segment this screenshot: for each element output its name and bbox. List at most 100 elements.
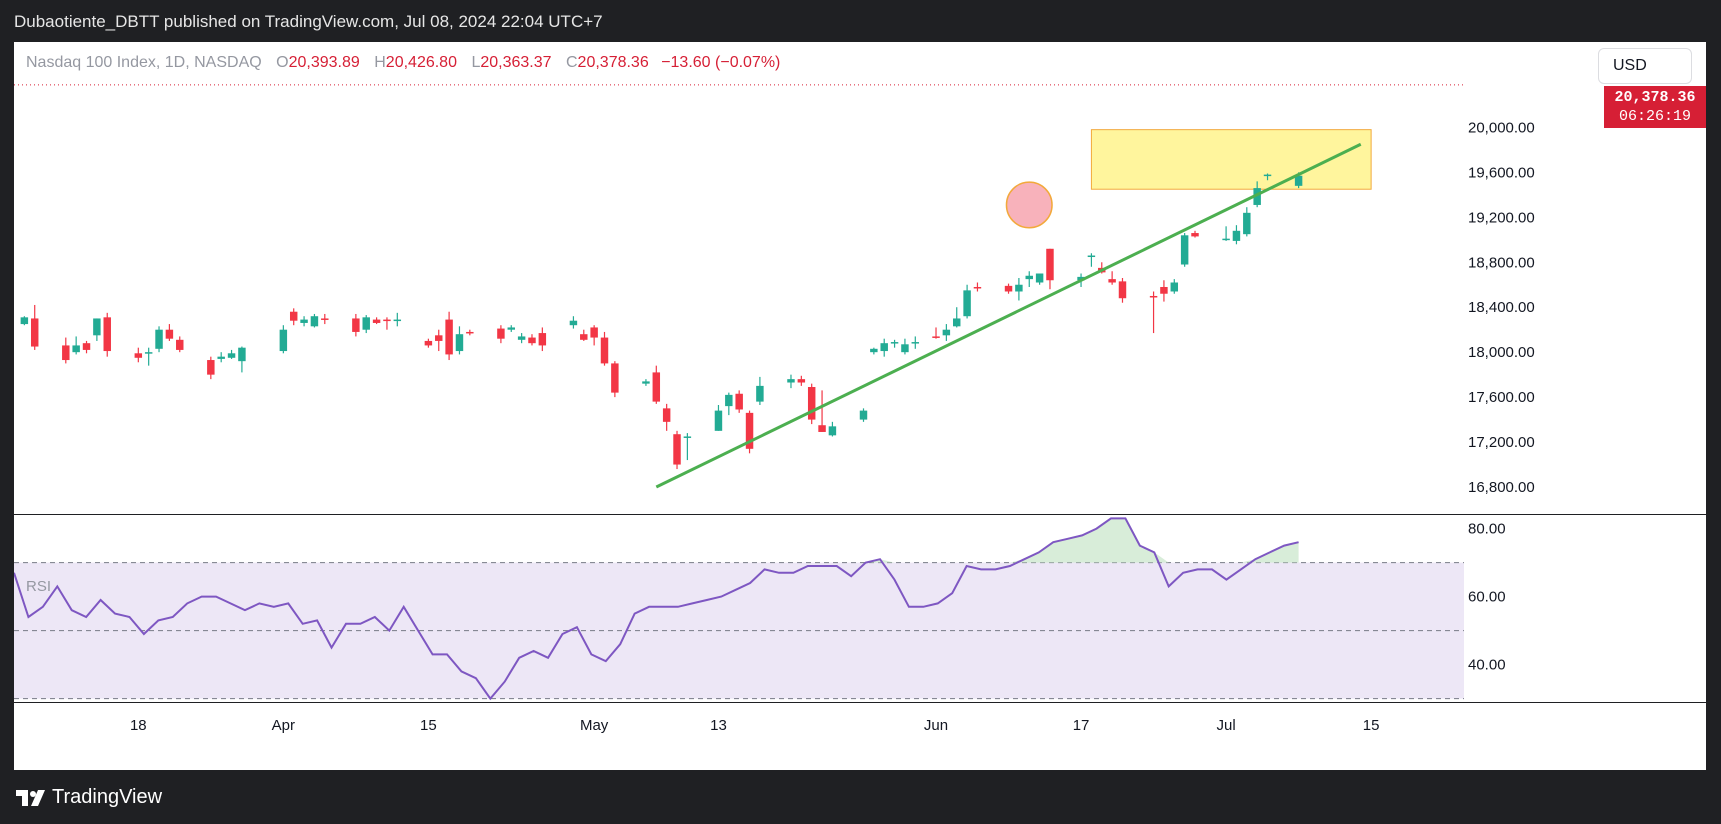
candle-body (932, 336, 940, 338)
time-axis-label: Jul (1216, 717, 1235, 734)
candle-body (890, 342, 899, 344)
candle-body (859, 410, 868, 420)
low-value: 20,363.37 (480, 54, 552, 71)
candle-body (227, 353, 236, 358)
candle-body (30, 318, 39, 347)
candle-body (756, 385, 764, 402)
candlestick-chart-svg[interactable]: 20,000.00 19,600.00 19,200.00 18,800.00 18,4… (14, 42, 1706, 770)
candle-body (352, 318, 360, 332)
close-value: 20,378.36 (577, 54, 649, 71)
rsi-overbought-fill (14, 518, 1299, 563)
candle-body (1015, 284, 1023, 292)
candle-body (372, 319, 381, 323)
price-axis-label: 19,200.00 (1468, 209, 1535, 226)
candle-body (507, 327, 515, 330)
candle-body (1118, 281, 1127, 299)
price-axis-label: 17,600.00 (1468, 389, 1535, 406)
consolidation-box (1090, 129, 1372, 190)
candle-body (580, 334, 588, 340)
candle-body (238, 347, 246, 362)
open-label: O (276, 54, 289, 71)
candle-body (745, 412, 754, 449)
candle-body (787, 379, 795, 383)
price-axis-label: 20,000.00 (1468, 119, 1535, 136)
candle-body (1046, 248, 1054, 281)
candle-body (1025, 275, 1033, 280)
candle-body (652, 372, 661, 402)
brand-name: TradingView (52, 786, 163, 808)
last-price-value: 20,378.36 (1614, 89, 1696, 106)
candle-body (1180, 235, 1189, 265)
candle-body (1160, 286, 1168, 294)
time-axis-label: May (580, 717, 609, 734)
candle-body (82, 343, 91, 350)
candle-body (1253, 188, 1261, 205)
candle-body (289, 311, 298, 321)
candle-body (310, 316, 319, 327)
candle-body (828, 426, 837, 436)
tradingview-brand[interactable]: TradingView (16, 786, 162, 809)
candle-body (466, 331, 474, 334)
candle-body (953, 318, 961, 327)
candle-body (1004, 285, 1013, 292)
candle-body (870, 348, 878, 353)
price-axis-label: 19,600.00 (1468, 164, 1535, 181)
candle-body (103, 317, 111, 352)
time-axis-label: Jun (924, 717, 948, 734)
rsi-axis-label: 40.00 (1468, 657, 1506, 674)
high-label: H (374, 54, 386, 71)
tradingview-logo-icon (16, 789, 45, 806)
candle-body (901, 344, 909, 353)
candle-body (497, 328, 505, 339)
chart-frame[interactable]: 20,000.00 19,600.00 19,200.00 18,800.00 18,4… (14, 42, 1706, 770)
candle-body (134, 353, 143, 358)
candle-body (300, 319, 308, 323)
candle-body (1035, 273, 1044, 283)
price-axis-label: 17,200.00 (1468, 434, 1535, 451)
candle-body (176, 339, 184, 350)
price-axis-label: 16,800.00 (1468, 479, 1535, 496)
change-value: −13.60 (−0.07%) (661, 54, 781, 71)
candle-body (1087, 255, 1096, 258)
time-axis-label: 17 (1073, 717, 1090, 734)
candle-body (1170, 282, 1179, 292)
candle-body (911, 342, 920, 344)
candle-body (818, 425, 826, 432)
open-value: 20,393.89 (288, 54, 360, 71)
candle-body (569, 320, 578, 326)
candle-body (517, 336, 526, 340)
candle-body (362, 317, 370, 330)
candle-body (207, 360, 215, 375)
price-axis-label: 18,400.00 (1468, 299, 1535, 316)
published-by-text: Dubaotiente_DBTT published on TradingVie… (14, 12, 603, 31)
candle-body (155, 329, 163, 349)
candle-body (445, 319, 453, 355)
candle-body (1077, 276, 1085, 281)
candle-body (963, 290, 971, 317)
rsi-axis-label: 60.00 (1468, 589, 1506, 606)
candle-body (642, 381, 650, 384)
candle-body (1294, 175, 1303, 186)
candle-body (217, 356, 225, 359)
candle-body (20, 317, 29, 325)
candle-body (144, 352, 153, 354)
candle-body (880, 343, 888, 352)
candle-body (321, 318, 329, 320)
candle-body (673, 434, 681, 465)
candle-body (165, 329, 174, 339)
candle-body (1243, 212, 1251, 235)
rsi-pane-title[interactable]: RSI (26, 578, 52, 595)
rsi-axis-label: 80.00 (1468, 521, 1506, 538)
candle-body (611, 363, 619, 393)
candle-body (973, 286, 982, 289)
symbol-label[interactable]: Nasdaq 100 Index, 1D, NASDAQ (26, 54, 262, 71)
rsi-line (14, 517, 1299, 701)
candle-body (600, 337, 609, 364)
candle-body (1191, 233, 1199, 237)
candle-body (455, 334, 464, 352)
currency-button[interactable]: USD (1598, 48, 1692, 84)
price-axis-label: 18,800.00 (1468, 254, 1535, 271)
close-label: C (565, 54, 578, 71)
candle-body (725, 394, 733, 407)
candle-body (383, 319, 391, 322)
